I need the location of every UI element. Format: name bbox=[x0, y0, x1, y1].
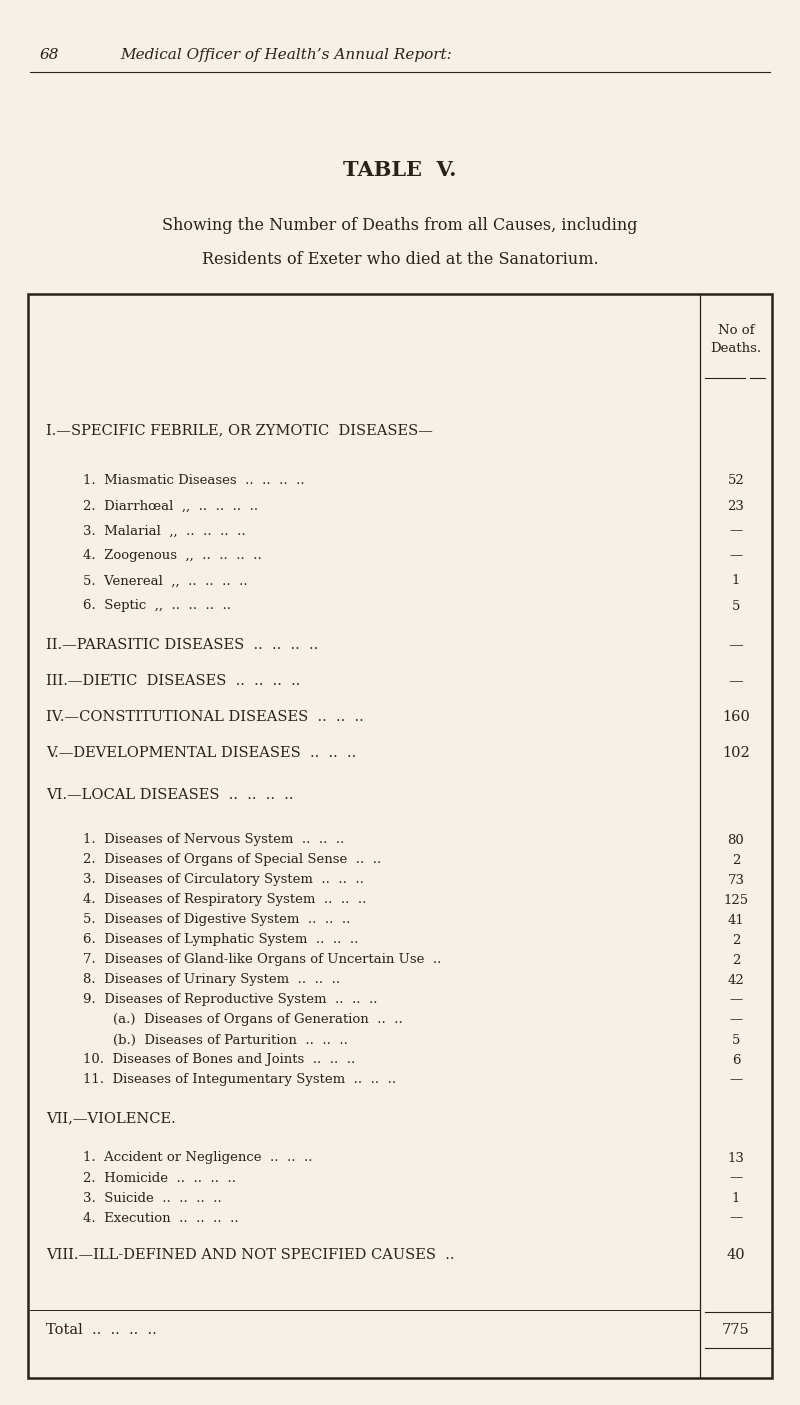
Text: TABLE  V.: TABLE V. bbox=[343, 160, 457, 180]
Text: 4.  Zoogenous  ,,  ..  ..  ..  ..: 4. Zoogenous ,, .. .. .. .. bbox=[83, 549, 262, 562]
Text: 11.  Diseases of Integumentary System  ..  ..  ..: 11. Diseases of Integumentary System .. … bbox=[83, 1073, 396, 1086]
Text: Showing the Number of Deaths from all Causes, including: Showing the Number of Deaths from all Ca… bbox=[162, 216, 638, 233]
Text: 1: 1 bbox=[732, 1191, 740, 1204]
Text: 52: 52 bbox=[728, 473, 744, 486]
Text: 3.  Suicide  ..  ..  ..  ..: 3. Suicide .. .. .. .. bbox=[83, 1191, 222, 1204]
Text: 6.  Diseases of Lymphatic System  ..  ..  ..: 6. Diseases of Lymphatic System .. .. .. bbox=[83, 933, 358, 947]
Text: —: — bbox=[730, 1172, 742, 1184]
Text: Residents of Exeter who died at the Sanatorium.: Residents of Exeter who died at the Sana… bbox=[202, 251, 598, 268]
Text: 102: 102 bbox=[722, 746, 750, 760]
Text: 13: 13 bbox=[727, 1152, 745, 1165]
Text: VII,—VIOLENCE.: VII,—VIOLENCE. bbox=[46, 1111, 176, 1125]
Text: 7.  Diseases of Gland-like Organs of Uncertain Use  ..: 7. Diseases of Gland-like Organs of Unce… bbox=[83, 954, 442, 967]
Text: 5: 5 bbox=[732, 1034, 740, 1047]
Text: 5.  Diseases of Digestive System  ..  ..  ..: 5. Diseases of Digestive System .. .. .. bbox=[83, 913, 350, 926]
Text: —: — bbox=[730, 1013, 742, 1027]
Text: Total  ..  ..  ..  ..: Total .. .. .. .. bbox=[46, 1324, 157, 1338]
Text: VIII.—ILL-DEFINED AND NOT SPECIFIED CAUSES  ..: VIII.—ILL-DEFINED AND NOT SPECIFIED CAUS… bbox=[46, 1248, 454, 1262]
Text: No of: No of bbox=[718, 323, 754, 337]
Text: —: — bbox=[730, 524, 742, 538]
Text: 10.  Diseases of Bones and Joints  ..  ..  ..: 10. Diseases of Bones and Joints .. .. .… bbox=[83, 1054, 355, 1066]
Text: 3.  Diseases of Circulatory System  ..  ..  ..: 3. Diseases of Circulatory System .. .. … bbox=[83, 874, 364, 887]
Text: 775: 775 bbox=[722, 1324, 750, 1338]
Text: 160: 160 bbox=[722, 710, 750, 724]
Text: 68: 68 bbox=[40, 48, 59, 62]
Text: 2.  Diseases of Organs of Special Sense  ..  ..: 2. Diseases of Organs of Special Sense .… bbox=[83, 853, 382, 867]
Text: 42: 42 bbox=[728, 974, 744, 986]
Text: 6.  Septic  ,,  ..  ..  ..  ..: 6. Septic ,, .. .. .. .. bbox=[83, 600, 231, 613]
Text: 125: 125 bbox=[723, 894, 749, 906]
Text: Medical Officer of Health’s Annual Report:: Medical Officer of Health’s Annual Repor… bbox=[120, 48, 452, 62]
Text: V.—DEVELOPMENTAL DISEASES  ..  ..  ..: V.—DEVELOPMENTAL DISEASES .. .. .. bbox=[46, 746, 356, 760]
Text: 6: 6 bbox=[732, 1054, 740, 1066]
Text: 1: 1 bbox=[732, 575, 740, 587]
Text: IV.—CONSTITUTIONAL DISEASES  ..  ..  ..: IV.—CONSTITUTIONAL DISEASES .. .. .. bbox=[46, 710, 364, 724]
Text: —: — bbox=[729, 638, 743, 652]
Text: —: — bbox=[730, 1073, 742, 1086]
Bar bbox=[28, 294, 772, 1378]
Text: 1.  Diseases of Nervous System  ..  ..  ..: 1. Diseases of Nervous System .. .. .. bbox=[83, 833, 344, 846]
Text: 8.  Diseases of Urinary System  ..  ..  ..: 8. Diseases of Urinary System .. .. .. bbox=[83, 974, 340, 986]
Text: 1.  Accident or Negligence  ..  ..  ..: 1. Accident or Negligence .. .. .. bbox=[83, 1152, 313, 1165]
Text: 5.  Venereal  ,,  ..  ..  ..  ..: 5. Venereal ,, .. .. .. .. bbox=[83, 575, 248, 587]
Text: 2: 2 bbox=[732, 933, 740, 947]
Text: 4.  Diseases of Respiratory System  ..  ..  ..: 4. Diseases of Respiratory System .. .. … bbox=[83, 894, 366, 906]
Text: 41: 41 bbox=[728, 913, 744, 926]
Text: III.—DIETIC  DISEASES  ..  ..  ..  ..: III.—DIETIC DISEASES .. .. .. .. bbox=[46, 674, 300, 688]
Text: —: — bbox=[730, 993, 742, 1006]
Text: 5: 5 bbox=[732, 600, 740, 613]
Text: —: — bbox=[730, 1211, 742, 1225]
Text: II.—PARASITIC DISEASES  ..  ..  ..  ..: II.—PARASITIC DISEASES .. .. .. .. bbox=[46, 638, 318, 652]
Text: (b.)  Diseases of Parturition  ..  ..  ..: (b.) Diseases of Parturition .. .. .. bbox=[113, 1034, 348, 1047]
Text: 23: 23 bbox=[727, 500, 745, 513]
Text: 9.  Diseases of Reproductive System  ..  ..  ..: 9. Diseases of Reproductive System .. ..… bbox=[83, 993, 378, 1006]
Text: I.—SPECIFIC FEBRILE, OR ZYMOTIC  DISEASES—: I.—SPECIFIC FEBRILE, OR ZYMOTIC DISEASES… bbox=[46, 423, 433, 437]
Text: 2: 2 bbox=[732, 954, 740, 967]
Text: 80: 80 bbox=[728, 833, 744, 846]
Text: —: — bbox=[729, 674, 743, 688]
Text: —: — bbox=[730, 549, 742, 562]
Text: VI.—LOCAL DISEASES  ..  ..  ..  ..: VI.—LOCAL DISEASES .. .. .. .. bbox=[46, 788, 294, 802]
Text: 2.  Homicide  ..  ..  ..  ..: 2. Homicide .. .. .. .. bbox=[83, 1172, 236, 1184]
Text: 40: 40 bbox=[726, 1248, 746, 1262]
Text: 73: 73 bbox=[727, 874, 745, 887]
Text: 1.  Miasmatic Diseases  ..  ..  ..  ..: 1. Miasmatic Diseases .. .. .. .. bbox=[83, 473, 305, 486]
Text: 2: 2 bbox=[732, 853, 740, 867]
Text: Deaths.: Deaths. bbox=[710, 341, 762, 354]
Text: 3.  Malarial  ,,  ..  ..  ..  ..: 3. Malarial ,, .. .. .. .. bbox=[83, 524, 246, 538]
Text: (a.)  Diseases of Organs of Generation  ..  ..: (a.) Diseases of Organs of Generation ..… bbox=[113, 1013, 402, 1027]
Text: 4.  Execution  ..  ..  ..  ..: 4. Execution .. .. .. .. bbox=[83, 1211, 238, 1225]
Text: 2.  Diarrhœal  ,,  ..  ..  ..  ..: 2. Diarrhœal ,, .. .. .. .. bbox=[83, 500, 258, 513]
